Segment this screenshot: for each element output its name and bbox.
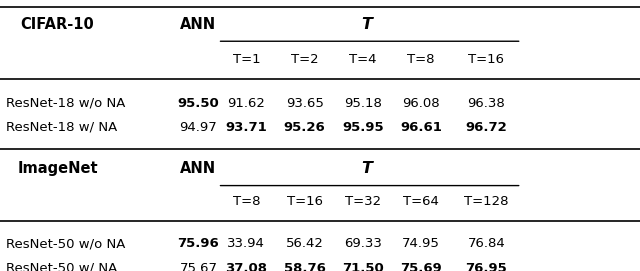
Text: T=16: T=16 — [287, 195, 323, 208]
Text: 56.42: 56.42 — [285, 237, 324, 250]
Text: 95.95: 95.95 — [342, 121, 384, 134]
Text: CIFAR-10: CIFAR-10 — [20, 17, 95, 32]
Text: 94.97: 94.97 — [180, 121, 217, 134]
Text: 95.26: 95.26 — [284, 121, 326, 134]
Text: 76.95: 76.95 — [465, 262, 508, 271]
Text: 74.95: 74.95 — [402, 237, 440, 250]
Text: T=8: T=8 — [233, 195, 260, 208]
Text: 96.61: 96.61 — [400, 121, 442, 134]
Text: 96.38: 96.38 — [468, 96, 505, 109]
Text: 91.62: 91.62 — [227, 96, 266, 109]
Text: 93.65: 93.65 — [285, 96, 324, 109]
Text: 96.72: 96.72 — [465, 121, 508, 134]
Text: 58.76: 58.76 — [284, 262, 326, 271]
Text: 75.67: 75.67 — [179, 262, 218, 271]
Text: T=1: T=1 — [232, 53, 260, 66]
Text: T: T — [361, 161, 372, 176]
Text: ResNet-18 w/ NA: ResNet-18 w/ NA — [6, 121, 118, 134]
Text: ANN: ANN — [180, 161, 216, 176]
Text: T=16: T=16 — [468, 53, 504, 66]
Text: 93.71: 93.71 — [225, 121, 268, 134]
Text: 75.69: 75.69 — [400, 262, 442, 271]
Text: ResNet-18 w/o NA: ResNet-18 w/o NA — [6, 96, 126, 109]
Text: ResNet-50 w/o NA: ResNet-50 w/o NA — [6, 237, 126, 250]
Text: T=8: T=8 — [408, 53, 435, 66]
Text: T=2: T=2 — [291, 53, 319, 66]
Text: 71.50: 71.50 — [342, 262, 384, 271]
Text: 95.50: 95.50 — [177, 96, 220, 109]
Text: ResNet-50 w/ NA: ResNet-50 w/ NA — [6, 262, 118, 271]
Text: 37.08: 37.08 — [225, 262, 268, 271]
Text: 96.08: 96.08 — [403, 96, 440, 109]
Text: 69.33: 69.33 — [344, 237, 382, 250]
Text: T=4: T=4 — [349, 53, 376, 66]
Text: 95.18: 95.18 — [344, 96, 382, 109]
Text: T=128: T=128 — [464, 195, 509, 208]
Text: 75.96: 75.96 — [177, 237, 220, 250]
Text: T=32: T=32 — [345, 195, 381, 208]
Text: ImageNet: ImageNet — [17, 161, 98, 176]
Text: 76.84: 76.84 — [468, 237, 505, 250]
Text: T=64: T=64 — [403, 195, 439, 208]
Text: ANN: ANN — [180, 17, 216, 32]
Text: T: T — [361, 17, 372, 32]
Text: 33.94: 33.94 — [227, 237, 266, 250]
